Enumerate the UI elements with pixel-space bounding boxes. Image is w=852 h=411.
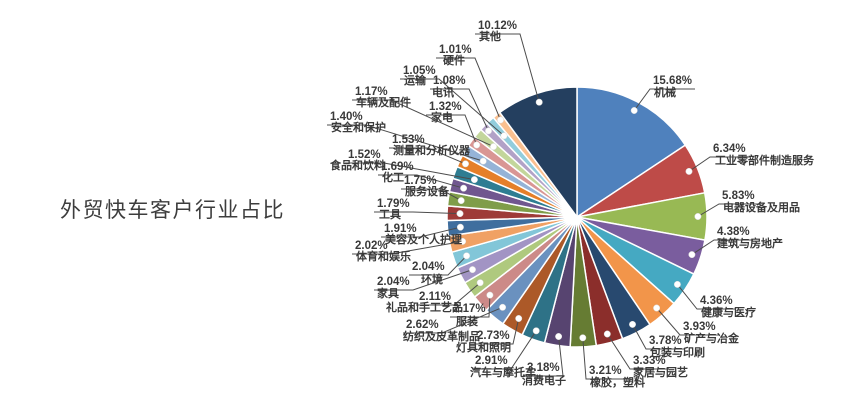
callout-dot bbox=[497, 116, 504, 124]
callout-dot bbox=[486, 291, 494, 299]
callout-dot bbox=[673, 280, 681, 288]
callout-dot bbox=[629, 320, 636, 328]
leader-line bbox=[633, 88, 695, 111]
callout-dot bbox=[479, 157, 487, 165]
callout-dot bbox=[469, 266, 476, 274]
leader-line bbox=[374, 269, 473, 291]
callout-dot bbox=[490, 143, 497, 151]
leader-line bbox=[409, 255, 467, 276]
leader-line bbox=[352, 240, 463, 255]
leader-line bbox=[436, 57, 501, 121]
callout-dot bbox=[457, 197, 465, 205]
leader-line bbox=[378, 174, 464, 189]
leader-line bbox=[632, 324, 685, 350]
leader-line bbox=[327, 124, 484, 162]
callout-dot bbox=[535, 98, 543, 106]
chart-title: 外贸快车客户行业占比 bbox=[60, 199, 285, 222]
leader-line bbox=[374, 211, 461, 215]
callout-dot bbox=[688, 251, 696, 259]
leader-line bbox=[524, 336, 564, 377]
callout-dot bbox=[476, 279, 484, 287]
callout-dot bbox=[499, 303, 507, 311]
callout-dot bbox=[685, 167, 693, 175]
callout-dot bbox=[462, 160, 469, 168]
callout-dot bbox=[456, 223, 464, 231]
leader-line bbox=[416, 282, 481, 306]
leader-line bbox=[352, 99, 494, 148]
leader-line bbox=[677, 284, 736, 310]
leader-line bbox=[400, 78, 505, 137]
callout-dot bbox=[532, 327, 540, 335]
leader-line bbox=[450, 295, 491, 318]
callout-dot bbox=[555, 333, 563, 340]
leader-line bbox=[430, 88, 489, 132]
leader-line bbox=[656, 307, 719, 336]
callout-dot bbox=[603, 330, 611, 338]
leader-line bbox=[582, 337, 625, 380]
callout-dot bbox=[456, 210, 464, 218]
leader-line bbox=[426, 114, 478, 146]
leader-line bbox=[403, 306, 503, 334]
callout-dot bbox=[579, 334, 587, 342]
leader-line bbox=[606, 333, 669, 370]
callout-dot bbox=[485, 127, 492, 135]
callout-dot bbox=[470, 176, 478, 184]
leader-line bbox=[345, 162, 475, 181]
leader-line bbox=[691, 239, 753, 256]
leader-line bbox=[697, 203, 758, 217]
leader-line bbox=[474, 318, 520, 345]
callout-dot bbox=[630, 107, 638, 114]
leader-line bbox=[688, 156, 749, 172]
callout-dot bbox=[515, 315, 523, 322]
callout-dot bbox=[460, 184, 468, 192]
callout-dot bbox=[694, 213, 702, 220]
leader-line bbox=[475, 33, 540, 103]
callout-dot bbox=[459, 237, 467, 245]
leader-line bbox=[472, 330, 537, 370]
callout-dot bbox=[463, 252, 471, 260]
leader-line bbox=[401, 188, 462, 202]
pie-slice bbox=[576, 86, 687, 218]
callout-dot bbox=[653, 304, 661, 312]
callout-dot bbox=[500, 132, 508, 140]
callout-dot bbox=[473, 141, 481, 149]
leader-line bbox=[389, 147, 466, 165]
leader-line bbox=[381, 226, 461, 238]
